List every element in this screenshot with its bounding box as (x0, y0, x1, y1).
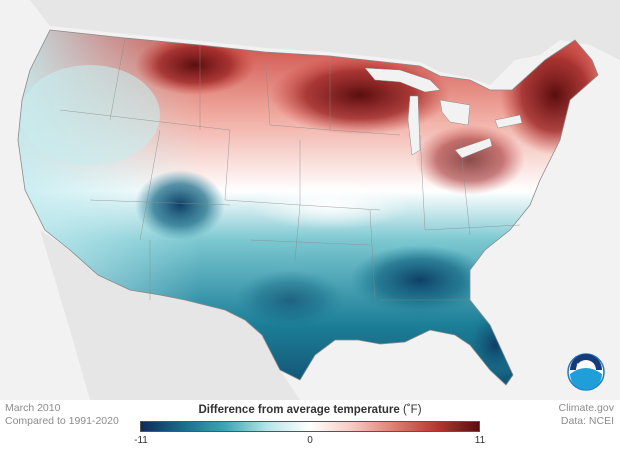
canada-landmass (0, 0, 620, 85)
lake-ontario (494, 114, 523, 129)
logo-wordmark: NOAA (576, 363, 595, 370)
lake-michigan (407, 95, 421, 156)
us-outline (17, 29, 599, 386)
legend-tick-zero: 0 (307, 435, 313, 446)
lake-superior (364, 67, 441, 93)
legend-title: Difference from average temperature (˚F) (140, 404, 480, 416)
mexico-landmass (40, 230, 300, 400)
credits: Climate.gov Data: NCEI (559, 402, 614, 428)
legend-tick-max: 11 (474, 435, 486, 446)
map-caption: March 2010 Compared to 1991-2020 (5, 402, 119, 428)
state-borders (59, 37, 521, 301)
credit-site: Climate.gov (558, 402, 614, 414)
legend-unit: (˚F) (403, 404, 422, 416)
caption-subtitle: Compared to 1991-2020 (5, 415, 119, 427)
lake-huron (439, 99, 471, 126)
noaa-logo-icon: NOAA (567, 353, 605, 391)
credit-source: Data: NCEI (560, 415, 614, 427)
lake-erie (454, 137, 493, 159)
legend-tick-min: -11 (134, 435, 148, 446)
caption-title: March 2010 (5, 402, 61, 414)
legend-title-text: Difference from average temperature (198, 404, 400, 416)
legend-color-bar (140, 421, 480, 432)
temperature-anomaly-map: NOAA (0, 0, 620, 400)
